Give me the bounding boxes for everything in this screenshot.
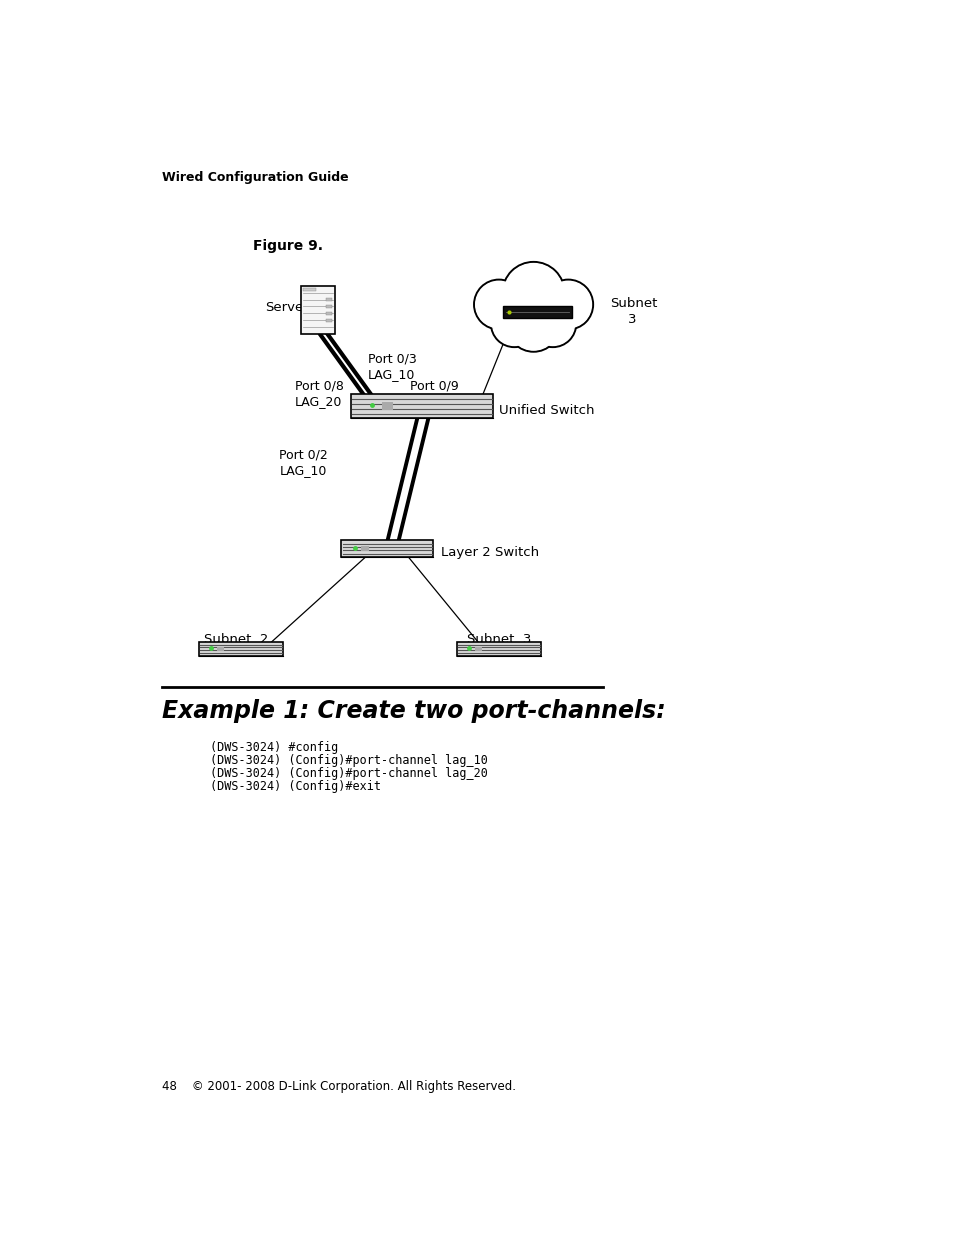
Bar [326,311,332,315]
Bar [326,305,332,308]
Circle shape [491,300,537,347]
Text: Unified Switch: Unified Switch [498,404,594,416]
Circle shape [529,300,576,347]
Text: Layer 2 Switch: Layer 2 Switch [440,546,538,559]
Text: (DWS-3024) #config: (DWS-3024) #config [210,741,338,755]
Bar [326,319,332,321]
Text: Port 0/2
LAG_10: Port 0/2 LAG_10 [279,448,328,478]
Bar [456,642,540,656]
Circle shape [476,282,521,327]
Bar [502,306,572,319]
Circle shape [502,262,564,324]
Bar [326,298,332,301]
Circle shape [531,303,574,346]
Circle shape [543,280,592,330]
Bar [217,647,224,651]
Bar [301,287,335,333]
Text: Figure 9.: Figure 9. [253,240,322,253]
Text: Port 0/8
LAG_20: Port 0/8 LAG_20 [294,379,343,409]
Bar [361,546,369,551]
Text: Wired Configuration Guide: Wired Configuration Guide [161,172,348,184]
Circle shape [503,263,562,322]
Text: Subnet  3: Subnet 3 [466,634,531,646]
Bar [381,403,393,410]
Circle shape [492,303,536,346]
Bar [341,540,433,557]
Circle shape [507,299,559,352]
Text: Port 0/9
LAG_20: Port 0/9 LAG_20 [410,379,458,409]
Bar [302,288,315,291]
Text: (DWS-3024) (Config)#exit: (DWS-3024) (Config)#exit [210,781,381,793]
Text: Server: Server [265,301,309,314]
Text: (DWS-3024) (Config)#port-channel lag_20: (DWS-3024) (Config)#port-channel lag_20 [210,767,488,781]
Circle shape [544,282,591,327]
Bar [198,642,283,656]
Text: Port 0/3
LAG_10: Port 0/3 LAG_10 [368,352,416,382]
Circle shape [508,300,558,350]
Circle shape [474,280,523,330]
Bar [351,394,493,419]
Text: Example 1: Create two port-channels:: Example 1: Create two port-channels: [161,699,665,722]
Bar [475,647,481,651]
Text: Subnet
    3: Subnet 3 [610,296,658,326]
Text: (DWS-3024) (Config)#port-channel lag_10: (DWS-3024) (Config)#port-channel lag_10 [210,755,488,767]
Text: 48    © 2001- 2008 D-Link Corporation. All Rights Reserved.: 48 © 2001- 2008 D-Link Corporation. All … [161,1079,516,1093]
Text: Subnet  2: Subnet 2 [204,634,268,646]
